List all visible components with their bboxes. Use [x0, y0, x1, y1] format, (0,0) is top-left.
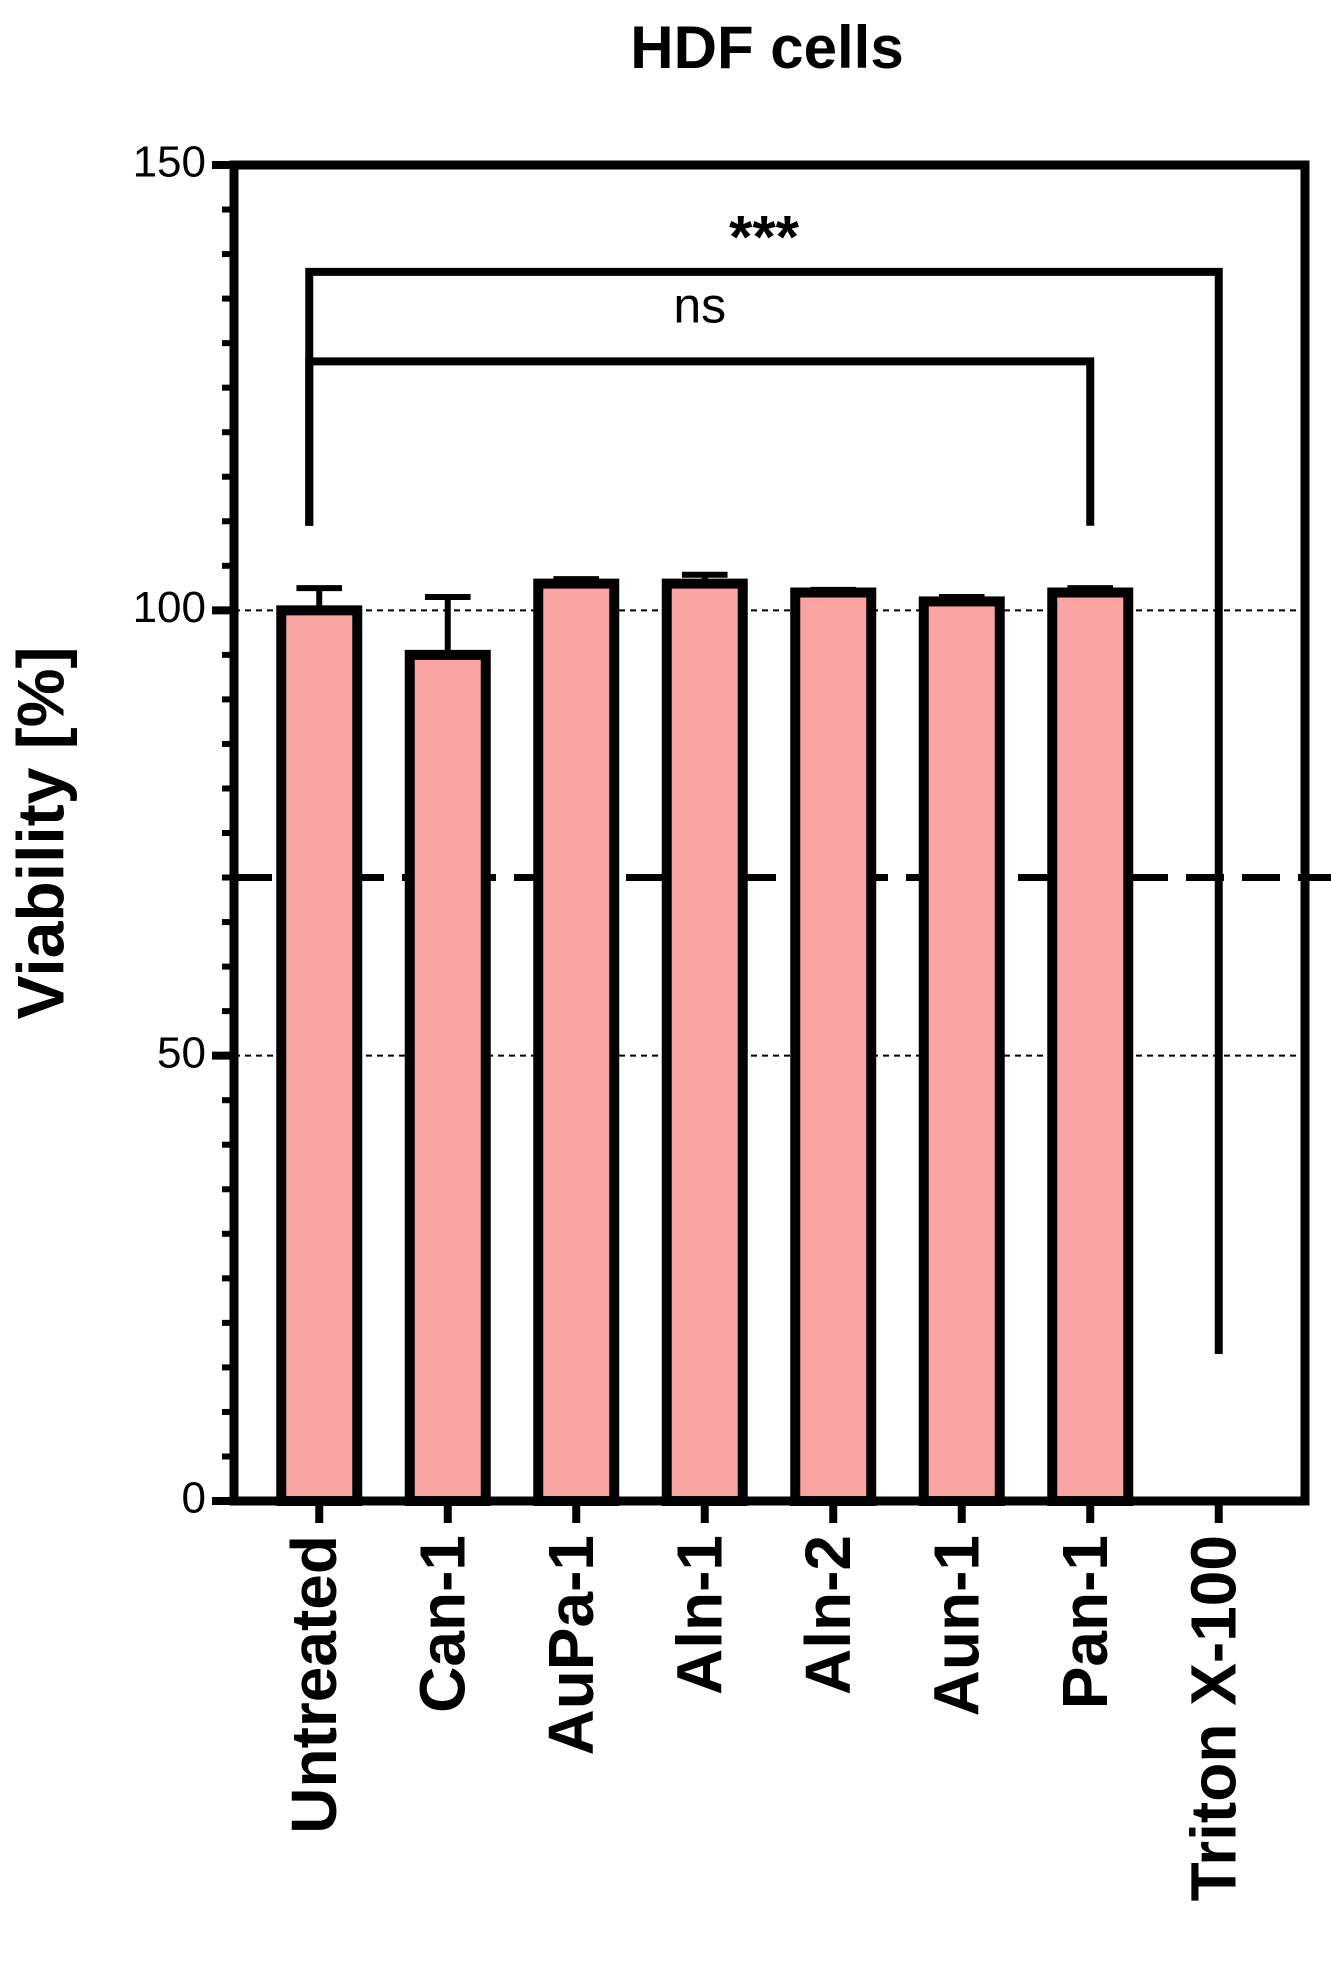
x-tick-label: Triton X-100: [1178, 1535, 1250, 1901]
x-tick-label: AuPa-1: [535, 1535, 607, 1756]
plot-frame: [229, 160, 1310, 1506]
y-tick-label: 150: [133, 138, 206, 187]
y-tick-label: 50: [157, 1028, 206, 1077]
x-tick-label: Untreated: [278, 1535, 350, 1834]
y-axis-label: Viability [%]: [3, 647, 77, 1020]
significance-label: ***: [729, 204, 800, 271]
bar: [533, 578, 620, 1506]
chart-title: HDF cells: [630, 14, 903, 81]
y-tick-label: 0: [182, 1474, 206, 1523]
bar: [918, 596, 1005, 1506]
x-tick-label: Can-1: [407, 1535, 479, 1713]
bar: [790, 587, 877, 1506]
significance-bracket: [305, 357, 1095, 526]
y-tick-label: 100: [133, 583, 206, 632]
significance-label: ns: [673, 278, 726, 334]
bar: [661, 578, 748, 1506]
x-tick-label: Aln-2: [792, 1535, 864, 1695]
bar: [276, 605, 363, 1506]
bar: [1047, 587, 1134, 1506]
x-tick-label: Aun-1: [921, 1535, 993, 1716]
x-tick-label: Aln-1: [664, 1535, 736, 1695]
bar: [404, 649, 491, 1506]
x-tick-label: Pan-1: [1049, 1535, 1121, 1709]
